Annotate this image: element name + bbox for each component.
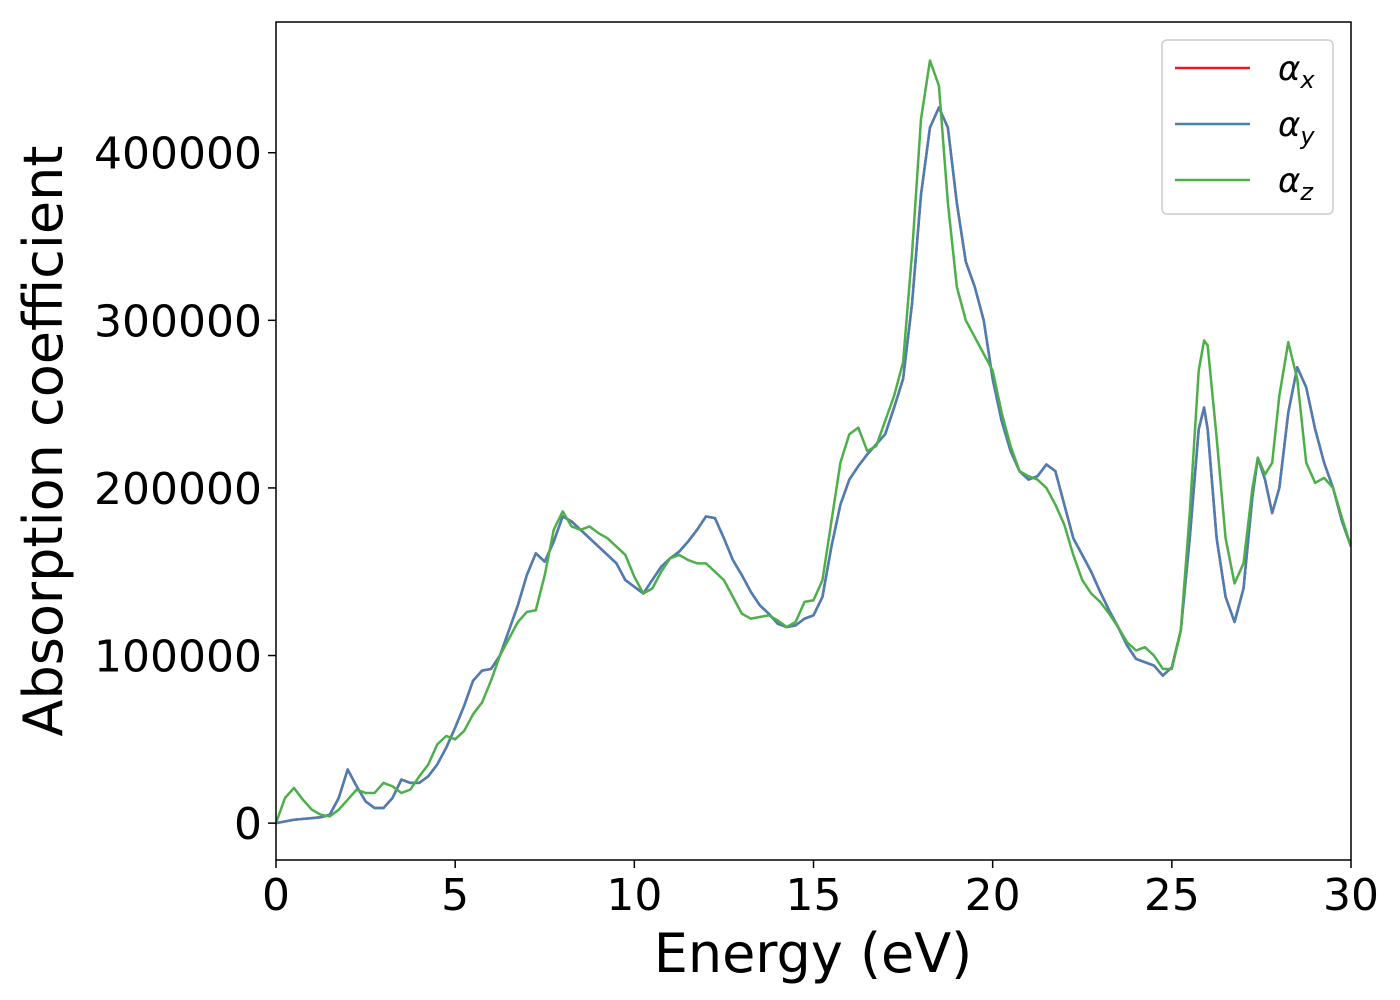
y-tick-label: 300000 <box>94 296 262 347</box>
x-tick-label: 25 <box>1144 870 1200 921</box>
plot-area <box>276 59 1351 825</box>
y-tick-label: 0 <box>234 799 262 850</box>
legend-label: αy <box>1278 105 1315 150</box>
x-tick-label: 20 <box>965 870 1021 921</box>
y-tick-label: 400000 <box>94 129 262 180</box>
x-tick-label: 30 <box>1323 870 1379 921</box>
legend-box <box>1161 39 1334 215</box>
y-axis-label: Absorption coefficient <box>12 146 75 737</box>
y-tick-label: 100000 <box>94 632 262 683</box>
x-tick-label: 15 <box>786 870 842 921</box>
line-series <box>276 59 1351 824</box>
x-axis-label: Energy (eV) <box>654 922 973 985</box>
y-tick-label: 200000 <box>94 464 262 515</box>
legend-label: αz <box>1278 161 1314 206</box>
x-tick-label: 0 <box>262 870 290 921</box>
x-tick-label: 10 <box>606 870 662 921</box>
plot-frame <box>275 21 1352 861</box>
legend-label: αx <box>1278 49 1315 94</box>
line-series <box>276 106 1351 825</box>
x-tick-label: 5 <box>441 870 469 921</box>
